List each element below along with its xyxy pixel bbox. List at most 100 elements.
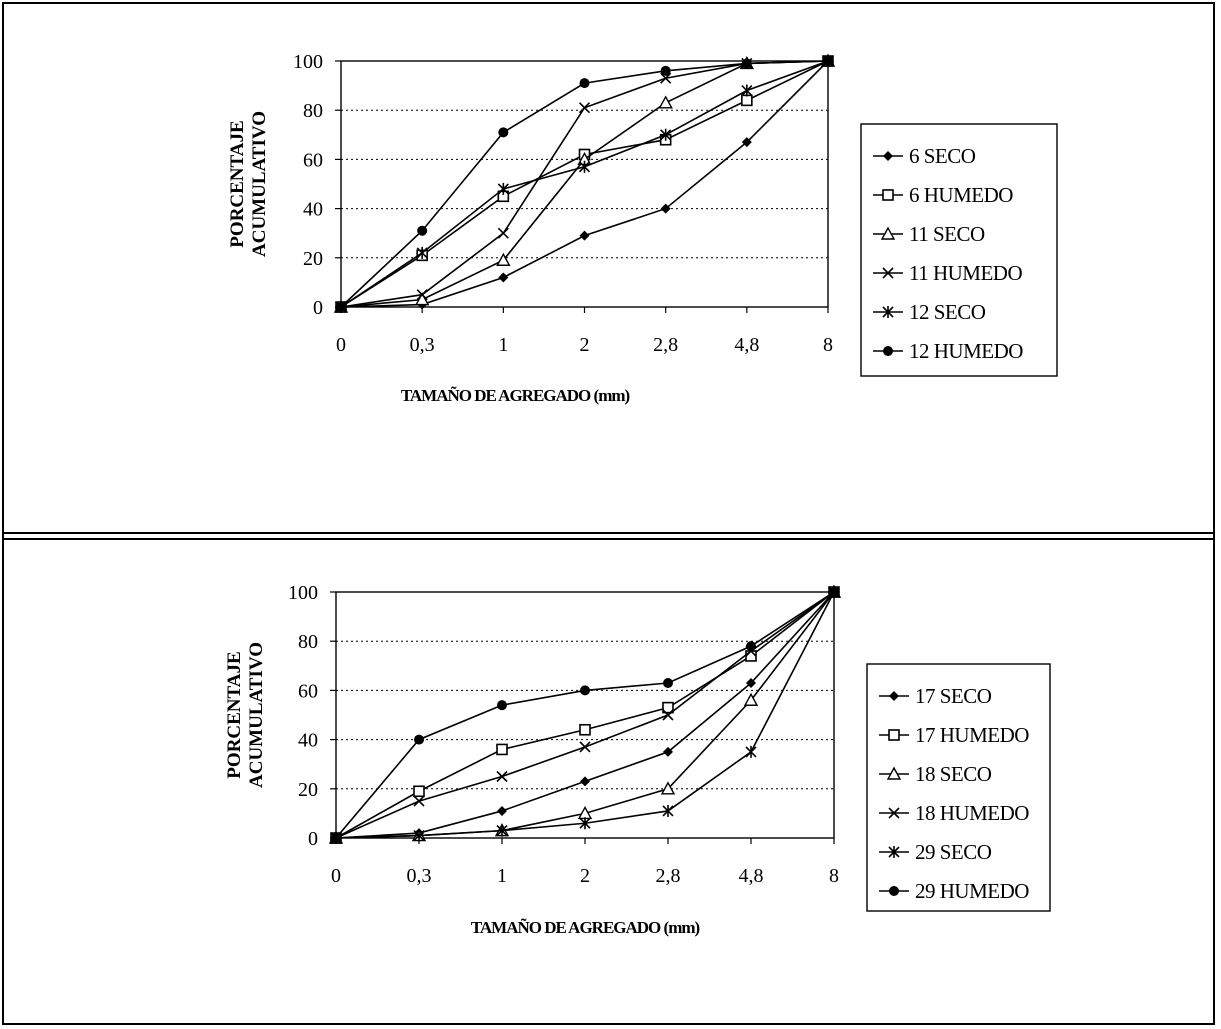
legend-label: 11 SECO	[909, 222, 985, 246]
plot-area	[335, 591, 835, 839]
point-17-seco	[580, 776, 590, 787]
legend-marker-11-humedo	[882, 267, 894, 279]
point-18-humedo	[662, 709, 674, 721]
legend-label: 12 SECO	[909, 300, 986, 324]
plot-area	[340, 60, 829, 308]
point-12-humedo	[741, 58, 752, 69]
point-29-seco	[745, 745, 757, 758]
y-axis-title-line: ACUMULATIVO	[246, 642, 267, 788]
series-line-11-seco	[340, 60, 829, 308]
point-29-humedo	[414, 734, 424, 745]
point-11-humedo	[660, 72, 672, 84]
point-12-humedo	[579, 78, 590, 89]
x-tick-label: 1	[498, 334, 508, 356]
point-29-humedo	[746, 641, 756, 652]
point-11-humedo	[497, 227, 509, 239]
legend-marker-29-seco	[888, 846, 900, 858]
series-line-18-humedo	[335, 591, 835, 839]
point-17-humedo	[662, 701, 674, 714]
point-6-seco	[498, 272, 509, 283]
legend-marker-12-humedo	[883, 346, 893, 356]
panel-divider-inner	[2, 538, 1215, 540]
x-tick-label: 0,3	[407, 865, 432, 887]
legend-marker-29-humedo	[889, 886, 899, 896]
point-29-seco	[662, 804, 674, 817]
point-17-humedo	[579, 723, 591, 736]
point-29-seco	[496, 824, 508, 837]
legend-marker-18-seco	[886, 766, 902, 780]
point-18-humedo	[413, 795, 425, 807]
y-tick-label: 20	[303, 248, 323, 270]
point-12-humedo	[417, 225, 428, 236]
point-12-seco	[497, 182, 509, 195]
y-tick-label: 80	[298, 631, 318, 653]
point-29-humedo	[580, 685, 590, 696]
point-29-seco	[579, 817, 591, 830]
point-12-seco	[416, 246, 428, 259]
series-line-11-humedo	[340, 60, 829, 308]
point-11-humedo	[416, 289, 428, 301]
y-axis-title-line: PORCENTAJE	[227, 120, 248, 247]
y-tick-label: 0	[308, 828, 318, 850]
x-tick-label: 1	[497, 865, 507, 887]
legend-marker-17-seco	[889, 691, 899, 701]
point-17-seco	[663, 746, 673, 757]
y-tick-label: 60	[298, 680, 318, 702]
series-line-6-humedo	[340, 60, 829, 308]
x-tick-label: 8	[823, 334, 833, 356]
x-tick-label: 4,8	[734, 334, 759, 356]
point-29-humedo	[663, 678, 673, 689]
point-18-humedo	[579, 741, 591, 753]
series-line-29-humedo	[335, 591, 835, 839]
y-axis-title-line: ACUMULATIVO	[249, 111, 270, 257]
y-tick-label: 40	[298, 730, 318, 752]
series-line-18-seco	[335, 591, 835, 839]
series-line-17-humedo	[335, 591, 835, 839]
point-12-humedo	[660, 65, 671, 76]
y-tick-label: 80	[303, 100, 323, 122]
y-tick-label: 60	[303, 149, 323, 171]
legend-label: 6 HUMEDO	[909, 183, 1013, 207]
x-axis-title: TAMAÑO DE AGREGADO (mm)	[471, 918, 700, 937]
y-axis-title: PORCENTAJEACUMULATIVO	[224, 642, 267, 788]
x-tick-label: 0,3	[410, 334, 435, 356]
point-12-humedo	[336, 302, 346, 312]
x-tick-label: 0	[331, 865, 341, 887]
legend-marker-6-humedo	[882, 189, 894, 201]
point-18-humedo	[496, 770, 508, 783]
point-11-humedo	[578, 102, 591, 114]
point-12-humedo	[823, 56, 833, 66]
x-tick-label: 8	[829, 865, 839, 887]
y-axis-title: PORCENTAJEACUMULATIVO	[227, 111, 270, 257]
point-6-seco	[579, 230, 590, 241]
point-11-seco	[414, 292, 430, 306]
x-axis-title: TAMAÑO DE AGREGADO (mm)	[401, 386, 630, 405]
y-tick-label: 0	[313, 297, 323, 319]
series-line-12-seco	[340, 60, 829, 308]
point-6-humedo	[741, 94, 753, 107]
point-11-seco	[496, 252, 511, 266]
legend-marker-17-humedo	[888, 729, 900, 741]
legend-label: 17 HUMEDO	[915, 723, 1029, 747]
point-29-humedo	[497, 700, 507, 711]
legend-label: 6 SECO	[909, 144, 976, 168]
legend-marker-18-humedo	[888, 807, 900, 819]
series-line-17-seco	[335, 591, 835, 839]
x-tick-label: 0	[336, 334, 346, 356]
panel-divider	[2, 532, 1215, 534]
x-tick-label: 2,8	[656, 865, 681, 887]
point-17-seco	[497, 805, 507, 816]
legend-label: 11 HUMEDO	[909, 261, 1022, 285]
y-tick-label: 100	[293, 51, 323, 73]
point-17-humedo	[496, 743, 508, 756]
point-6-seco	[660, 203, 671, 214]
legend-label: 29 HUMEDO	[915, 879, 1029, 903]
x-tick-label: 2,8	[653, 334, 678, 356]
chart-bottom: 0 20 40 60 80 100 0 0,3 1 2 2,8 4,8 8 TAMAÑO DE AGREG…	[224, 582, 1051, 937]
series-line-29-seco	[335, 591, 835, 839]
point-29-humedo	[829, 587, 839, 597]
point-12-seco	[741, 84, 753, 97]
legend-label: 12 HUMEDO	[909, 339, 1023, 363]
series-line-6-seco	[340, 60, 829, 308]
